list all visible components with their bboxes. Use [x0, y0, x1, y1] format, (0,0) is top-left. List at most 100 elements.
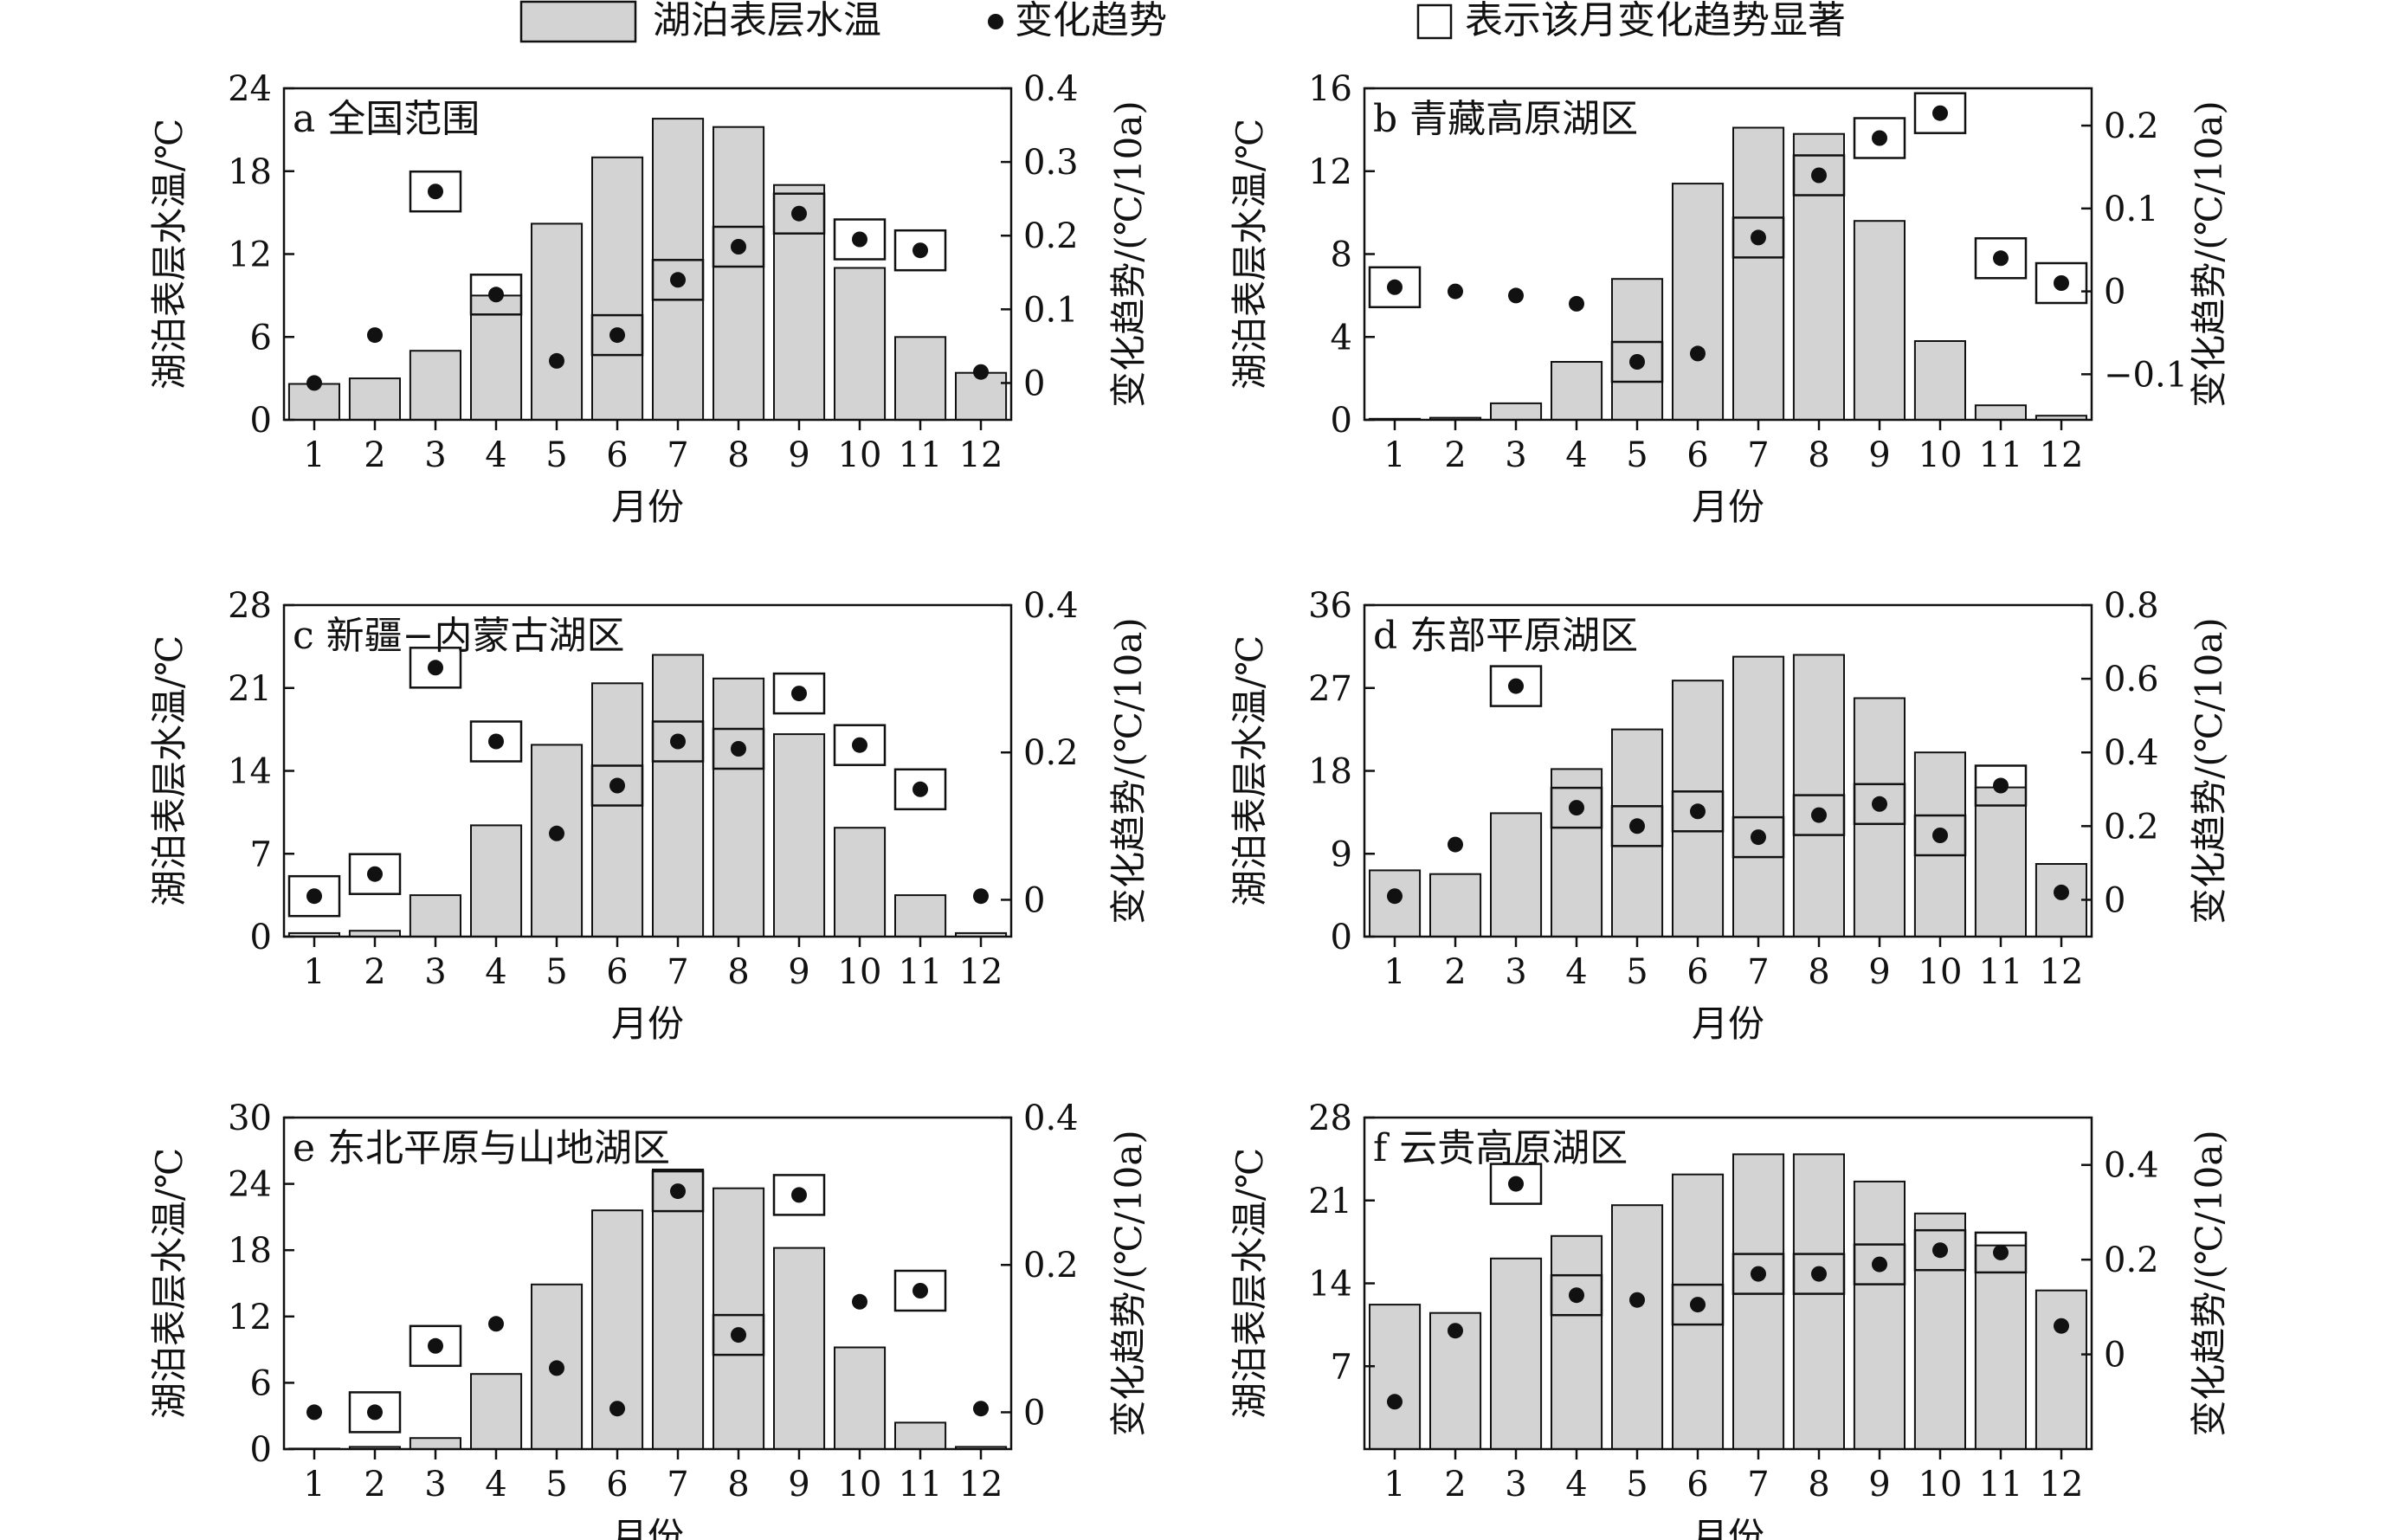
right-axis-title: 变化趋势/(℃/10a)	[1107, 617, 1150, 925]
trend-point	[367, 327, 383, 344]
left-tick-label: 14	[1308, 1265, 1352, 1305]
temperature-bar	[1490, 812, 1543, 938]
significance-box	[1913, 814, 1967, 857]
right-axis-title: 变化趋势/(℃/10a)	[2188, 1130, 2230, 1437]
legend-box-label: 表示该月变化趋势显著	[1465, 0, 1846, 42]
x-tick-label: 12	[959, 1465, 1003, 1505]
right-tick-label: 0.2	[2104, 106, 2159, 146]
x-tick-label: 2	[1444, 1465, 1466, 1505]
temperature-bar	[1974, 1244, 2027, 1450]
significance-box	[1974, 1231, 2028, 1274]
x-axis-title: 月份	[1692, 1002, 1764, 1045]
trend-point	[1872, 130, 1887, 146]
temperature-bar	[1732, 655, 1785, 938]
x-tick-label: 5	[1626, 1465, 1648, 1505]
temperature-bar	[652, 654, 705, 938]
trend-point	[1932, 828, 1948, 843]
trend-point	[488, 1316, 504, 1332]
x-tick-label: 2	[364, 1465, 385, 1505]
trend-point	[609, 1401, 625, 1417]
significance-box	[1853, 783, 1906, 826]
x-tick-label: 2	[1444, 952, 1466, 992]
x-tick-label: 1	[1383, 952, 1405, 992]
x-tick-label: 8	[727, 1465, 749, 1505]
significance-box	[651, 720, 705, 763]
temperature-bar	[2035, 1289, 2087, 1450]
x-tick-label: 1	[1383, 1465, 1405, 1505]
trend-point	[367, 1404, 383, 1421]
right-tick-label: 0	[1023, 880, 1045, 920]
significance-box	[469, 720, 523, 763]
left-tick-label: 14	[228, 752, 272, 792]
temperature-bar	[1490, 1257, 1543, 1451]
trend-point	[609, 777, 625, 794]
trend-point	[2054, 1318, 2069, 1334]
x-tick-label: 6	[606, 435, 628, 475]
x-tick-label: 3	[424, 952, 446, 992]
right-tick-label: −0.1	[2104, 355, 2188, 395]
x-tick-label: 10	[838, 952, 882, 992]
trend-point	[973, 1401, 989, 1417]
left-tick-label: 0	[250, 1430, 272, 1470]
left-tick-label: 27	[1308, 669, 1352, 709]
trend-point	[306, 888, 322, 905]
trend-point	[1690, 803, 1706, 820]
legend-box-marker	[1416, 3, 1453, 40]
significance-box	[2035, 261, 2088, 305]
temperature-bar	[1672, 183, 1725, 421]
trend-point	[428, 660, 443, 676]
trend-point	[973, 888, 989, 905]
temperature-bar	[348, 377, 401, 422]
x-tick-label: 6	[1686, 952, 1708, 992]
x-tick-label: 10	[838, 1465, 882, 1505]
right-tick-label: 0.2	[2104, 1240, 2159, 1280]
left-axis-title: 湖泊表层水温/℃	[1228, 119, 1271, 390]
trend-point	[549, 352, 564, 369]
trend-point	[1811, 167, 1827, 184]
x-tick-label: 12	[2040, 952, 2084, 992]
panel-title: b 青藏高原湖区	[1373, 97, 1638, 141]
left-tick-label: 36	[1308, 586, 1352, 626]
significance-box	[1731, 815, 1785, 859]
x-tick-label: 1	[303, 952, 325, 992]
x-tick-label: 10	[1918, 435, 1963, 475]
x-tick-label: 12	[2040, 435, 2084, 475]
temperature-bar	[894, 1421, 947, 1451]
right-tick-label: 0.2	[1023, 733, 1079, 773]
significance-box	[893, 1269, 947, 1312]
left-tick-label: 18	[1308, 752, 1352, 792]
x-axis-title: 月份	[611, 1002, 684, 1045]
temperature-bar	[1853, 1180, 1906, 1451]
left-axis-title: 湖泊表层水温/℃	[148, 1148, 190, 1419]
x-tick-label: 7	[1747, 435, 1769, 475]
x-tick-label: 6	[606, 1465, 628, 1505]
x-tick-label: 10	[838, 435, 882, 475]
significance-box	[1489, 1163, 1543, 1205]
left-axis-title: 湖泊表层水温/℃	[1228, 1148, 1271, 1419]
trend-point	[912, 242, 928, 259]
temperature-bar	[591, 682, 644, 938]
temperature-bar	[955, 371, 1008, 422]
trend-point	[1872, 1256, 1887, 1273]
x-tick-label: 3	[1505, 435, 1526, 475]
x-tick-label: 2	[364, 435, 385, 475]
x-tick-label: 8	[727, 435, 749, 475]
temperature-bar	[713, 677, 765, 938]
x-tick-label: 6	[606, 952, 628, 992]
left-tick-label: 8	[1331, 235, 1352, 275]
temperature-bar	[713, 1187, 765, 1450]
temperature-bar	[470, 1373, 523, 1450]
x-tick-label: 10	[1918, 952, 1963, 992]
right-tick-label: 0	[2104, 880, 2125, 920]
right-axis-title: 变化趋势/(℃/10a)	[2188, 100, 2230, 408]
x-tick-label: 5	[545, 952, 567, 992]
left-tick-label: 6	[250, 318, 272, 358]
trend-point	[1387, 888, 1403, 905]
temperature-bar	[409, 894, 461, 938]
trend-point	[731, 239, 746, 255]
significance-box	[651, 259, 705, 301]
x-tick-label: 9	[788, 952, 809, 992]
